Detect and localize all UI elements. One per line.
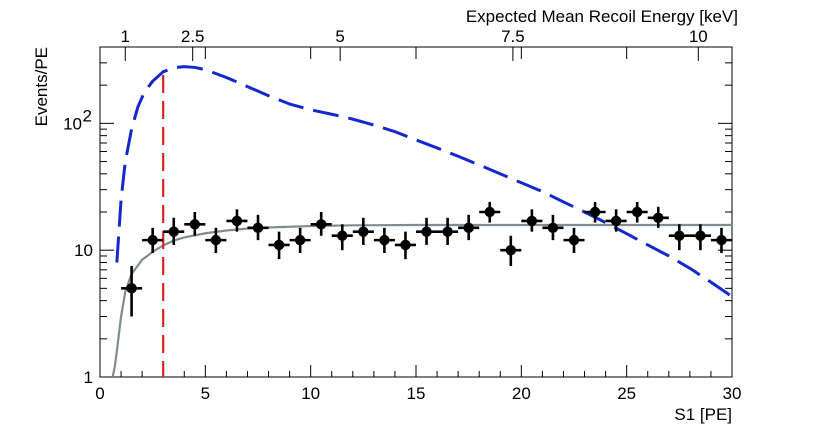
data-point [168, 226, 179, 237]
signal-model-curve-layer [115, 65, 733, 298]
data-point [463, 222, 474, 234]
y-tick-exponent: 2 [83, 106, 92, 125]
top-tick-label: 7.5 [501, 27, 525, 46]
x-tick-label: 20 [512, 384, 531, 403]
y-axis-title: Events/PE [32, 47, 51, 126]
ticks-layer [99, 46, 733, 378]
background-fit-curve-layer [111, 223, 732, 378]
top-tick-label: 10 [689, 27, 708, 46]
data-point [653, 212, 664, 224]
data-point [505, 244, 516, 256]
background-fit-curve [111, 223, 732, 378]
top-tick-label: 5 [335, 27, 344, 46]
data-point [316, 219, 327, 230]
data-point [337, 230, 348, 241]
x-tick-label: 5 [201, 384, 210, 403]
top-tick-label: 2.5 [181, 27, 205, 46]
y-tick-label: 10 [74, 241, 93, 260]
data-point [442, 226, 453, 237]
data-point [400, 239, 411, 251]
data-point [273, 239, 285, 251]
data-point [231, 215, 243, 227]
x-tick-label: 15 [407, 384, 426, 403]
x-axis-title: S1 [PE] [674, 405, 732, 424]
data-point [674, 230, 685, 241]
data-point [421, 226, 432, 237]
top-tick-label: 1 [121, 27, 130, 46]
data-point [610, 215, 622, 227]
data-point [568, 234, 580, 246]
data-point [358, 226, 369, 237]
x-tick-label: 0 [95, 384, 104, 403]
data-points-layer [121, 201, 732, 317]
data-point [147, 234, 158, 246]
top-axis-title: Expected Mean Recoil Energy [keV] [466, 7, 738, 26]
data-point [526, 215, 538, 227]
y-tick-label: 10 [63, 114, 82, 133]
data-point [547, 222, 559, 234]
signal-model-curve [115, 65, 733, 298]
data-point [484, 206, 495, 218]
data-point [379, 234, 390, 246]
y-tick-label: 1 [84, 368, 93, 387]
x-tick-label: 10 [301, 384, 320, 403]
data-point [632, 206, 643, 218]
data-point [252, 222, 264, 234]
data-point [189, 219, 200, 230]
x-tick-label: 30 [723, 384, 742, 403]
data-point [210, 234, 222, 246]
data-point [126, 283, 137, 294]
data-point [716, 234, 727, 246]
x-tick-label: 25 [617, 384, 636, 403]
data-point [294, 234, 306, 246]
data-point [589, 206, 601, 218]
data-point [695, 230, 706, 241]
